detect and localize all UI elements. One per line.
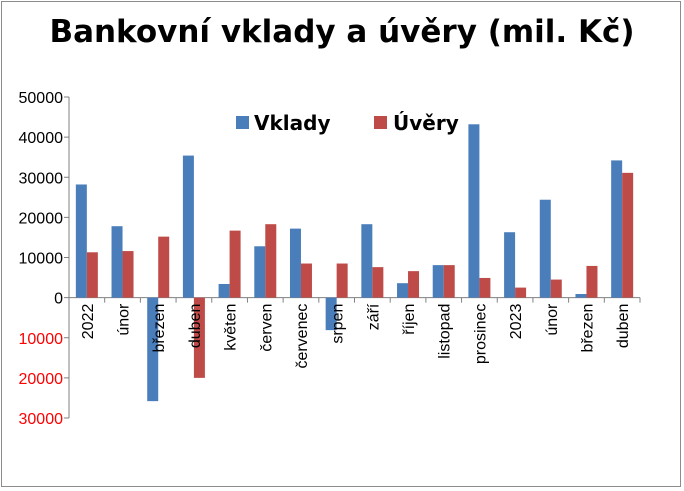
bar-úvěry xyxy=(300,263,312,298)
y-tick-label: 40000 xyxy=(19,130,64,147)
bar-úvěry xyxy=(408,271,420,298)
bar-úvěry xyxy=(622,172,634,298)
bar-vklady xyxy=(575,294,587,298)
bar-vklady xyxy=(147,297,159,402)
bar-úvěry xyxy=(229,230,241,298)
x-category-label: duben xyxy=(187,304,204,349)
y-tick-label: 20000 xyxy=(19,371,64,388)
y-tick-label: 50000 xyxy=(19,90,64,107)
x-category-label: duben xyxy=(615,304,632,349)
y-tick-label: 10000 xyxy=(19,251,64,268)
legend-swatch-úvěry xyxy=(374,116,387,129)
x-category-label: srpen xyxy=(330,304,347,344)
y-tick-label: 10000 xyxy=(19,331,64,348)
bar-vklady xyxy=(361,224,373,298)
bar-vklady xyxy=(254,246,266,298)
x-category-label: červen xyxy=(258,304,275,352)
x-category-label: 2022 xyxy=(80,304,97,340)
bar-úvěry xyxy=(372,267,384,298)
x-category-label: únor xyxy=(116,303,133,336)
bar-úvěry xyxy=(515,287,527,298)
y-tick-label: 30000 xyxy=(19,170,64,187)
x-category-label: prosinec xyxy=(472,304,489,364)
legend-swatch-vklady xyxy=(236,116,249,129)
bar-úvěry xyxy=(336,263,348,298)
legend-label-vklady: Vklady xyxy=(254,111,330,135)
x-category-label: listopad xyxy=(437,304,454,359)
bar-vklady xyxy=(468,124,480,298)
x-category-label: červenec xyxy=(294,304,311,369)
bar-vklady xyxy=(397,283,409,298)
bar-úvěry xyxy=(550,279,562,298)
y-tick-label: 0 xyxy=(54,291,63,308)
y-tick-label: 30000 xyxy=(19,411,64,428)
x-category-label: květen xyxy=(223,304,240,351)
bar-úvěry xyxy=(586,265,598,298)
x-category-label: říjen xyxy=(401,304,418,335)
x-category-label: březen xyxy=(151,304,168,353)
bar-úvěry xyxy=(479,277,491,298)
bar-úvěry xyxy=(443,265,455,298)
chart-title: Bankovní vklady a úvěry (mil. Kč) xyxy=(49,14,635,50)
x-category-label: únor xyxy=(544,303,561,336)
bar-vklady xyxy=(504,232,516,298)
bar-vklady xyxy=(432,265,444,298)
bar-vklady xyxy=(75,184,87,298)
bar-úvěry xyxy=(158,236,170,298)
x-category-label: září xyxy=(365,303,382,330)
bar-vklady xyxy=(539,199,551,298)
bar-vklady xyxy=(289,228,301,298)
bar-úvěry xyxy=(122,251,134,298)
bar-úvěry xyxy=(265,224,277,298)
bar-vklady xyxy=(611,160,623,298)
legend-label-úvěry: Úvěry xyxy=(393,111,459,135)
y-tick-label: 20000 xyxy=(19,210,64,227)
x-category-label: březen xyxy=(579,304,596,353)
bar-úvěry xyxy=(193,297,205,378)
bar-vklady xyxy=(325,297,337,331)
bar-vklady xyxy=(218,283,230,298)
x-category-label: 2023 xyxy=(508,304,525,340)
bar-vklady xyxy=(111,226,123,298)
bar-vklady xyxy=(182,155,194,298)
bar-úvěry xyxy=(86,252,98,298)
